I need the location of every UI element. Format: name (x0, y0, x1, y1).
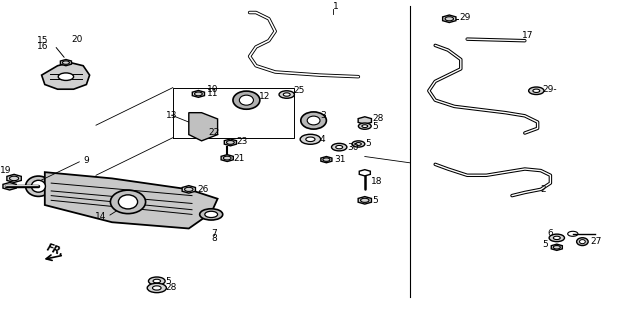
Circle shape (148, 277, 165, 285)
Text: 22: 22 (208, 128, 220, 136)
Circle shape (306, 137, 315, 141)
Ellipse shape (301, 112, 326, 129)
Ellipse shape (233, 91, 260, 109)
Text: 26: 26 (197, 185, 209, 194)
Circle shape (152, 286, 161, 290)
Text: 27: 27 (590, 237, 602, 246)
Text: 21: 21 (234, 154, 245, 162)
Text: 3: 3 (320, 111, 326, 120)
Circle shape (205, 211, 218, 218)
Polygon shape (224, 139, 237, 146)
Ellipse shape (307, 116, 320, 125)
Polygon shape (443, 15, 456, 23)
Text: 5: 5 (372, 122, 378, 131)
Circle shape (200, 209, 223, 220)
Text: 30: 30 (347, 143, 358, 151)
Text: 5: 5 (543, 240, 548, 249)
Polygon shape (7, 174, 21, 182)
Text: 25: 25 (293, 86, 305, 95)
Text: 7: 7 (211, 229, 217, 238)
Circle shape (58, 73, 74, 80)
Polygon shape (321, 156, 332, 163)
Circle shape (362, 125, 367, 128)
Circle shape (147, 283, 166, 293)
Text: 31: 31 (334, 155, 346, 164)
Text: 28: 28 (165, 284, 177, 292)
Circle shape (533, 89, 540, 92)
Text: 5: 5 (165, 277, 171, 285)
Text: 1: 1 (333, 3, 339, 11)
Polygon shape (182, 186, 195, 193)
Circle shape (352, 141, 365, 147)
Text: 29-: 29- (543, 85, 557, 94)
Text: 10: 10 (207, 85, 218, 94)
Text: 14: 14 (95, 212, 106, 221)
Polygon shape (221, 155, 234, 162)
Circle shape (356, 143, 362, 145)
Text: 13: 13 (166, 111, 178, 120)
Text: 19: 19 (0, 166, 12, 175)
Polygon shape (358, 117, 371, 124)
Ellipse shape (577, 238, 588, 245)
Ellipse shape (580, 240, 585, 244)
Text: 4: 4 (320, 135, 326, 144)
Text: 5: 5 (372, 196, 378, 205)
Ellipse shape (111, 190, 146, 213)
Circle shape (529, 87, 544, 95)
Circle shape (549, 234, 564, 242)
Text: 18: 18 (371, 177, 383, 186)
Polygon shape (359, 170, 371, 176)
Text: 2: 2 (541, 185, 547, 194)
Polygon shape (45, 172, 218, 228)
Polygon shape (189, 113, 218, 141)
Ellipse shape (118, 195, 138, 209)
Circle shape (153, 279, 161, 283)
Polygon shape (3, 182, 16, 190)
Circle shape (336, 146, 342, 149)
Polygon shape (192, 90, 205, 97)
Text: 15: 15 (37, 36, 49, 45)
Circle shape (284, 93, 290, 96)
Text: 8: 8 (211, 234, 217, 243)
Circle shape (358, 123, 371, 129)
Polygon shape (551, 244, 563, 250)
Ellipse shape (31, 180, 45, 192)
Ellipse shape (26, 176, 51, 197)
Text: 17: 17 (522, 32, 533, 40)
Text: 12: 12 (259, 92, 271, 101)
Polygon shape (60, 59, 72, 66)
Text: 6: 6 (548, 229, 554, 238)
Text: 23: 23 (237, 137, 248, 146)
Text: 9: 9 (83, 156, 89, 165)
Text: 28: 28 (372, 114, 384, 123)
Circle shape (198, 130, 205, 134)
Circle shape (554, 236, 560, 239)
Text: 29: 29 (460, 13, 471, 22)
Circle shape (332, 143, 347, 151)
Circle shape (300, 134, 321, 144)
Circle shape (279, 91, 294, 98)
Circle shape (193, 128, 210, 136)
Text: 16: 16 (37, 42, 49, 51)
Text: 5: 5 (365, 140, 371, 148)
Polygon shape (358, 197, 371, 204)
Ellipse shape (239, 95, 253, 105)
Text: 20: 20 (72, 35, 83, 44)
Text: 11: 11 (207, 90, 218, 98)
Polygon shape (42, 63, 90, 89)
Text: FR.: FR. (45, 243, 65, 258)
